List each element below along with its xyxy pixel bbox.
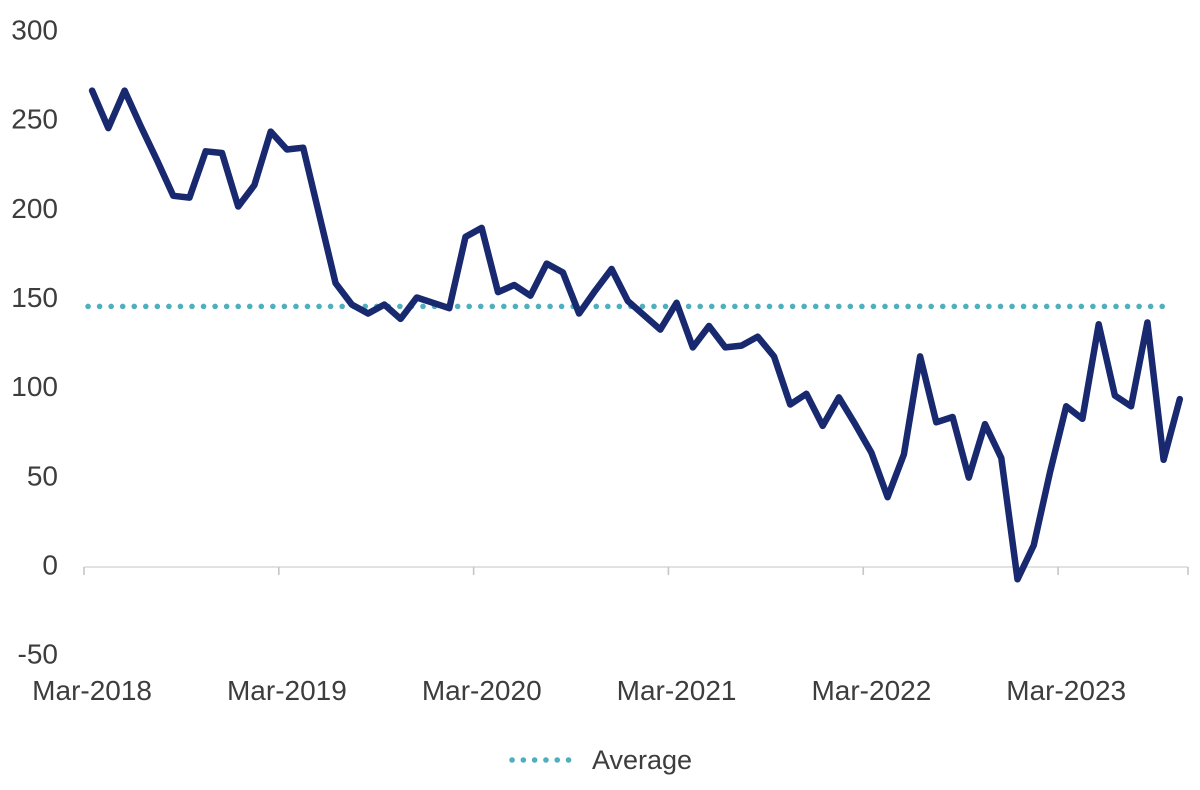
y-axis-tick-label: -50 <box>18 639 58 670</box>
data-series-line <box>88 87 1184 583</box>
y-axis-tick-label: 0 <box>42 550 58 581</box>
x-axis-tick-label: Mar-2023 <box>1006 675 1126 706</box>
y-axis-tick-label: 150 <box>11 282 58 313</box>
x-axis-tick-label: Mar-2022 <box>811 675 931 706</box>
y-axis-tick-label: 300 <box>11 15 58 46</box>
y-axis-tick-label: 100 <box>11 371 58 402</box>
legend: Average <box>0 742 1200 778</box>
x-axis-tick-label: Mar-2018 <box>32 675 152 706</box>
x-axis-tick-label: Mar-2020 <box>422 675 542 706</box>
x-axis-tick-label: Mar-2021 <box>617 675 737 706</box>
average-legend-swatch <box>509 757 580 763</box>
y-axis-tick-label: 200 <box>11 193 58 224</box>
y-axis-tick-label: 250 <box>11 104 58 135</box>
x-axis-tick-label: Mar-2019 <box>227 675 347 706</box>
y-axis-tick-label: 50 <box>27 460 58 491</box>
average-legend-label: Average <box>591 744 693 775</box>
